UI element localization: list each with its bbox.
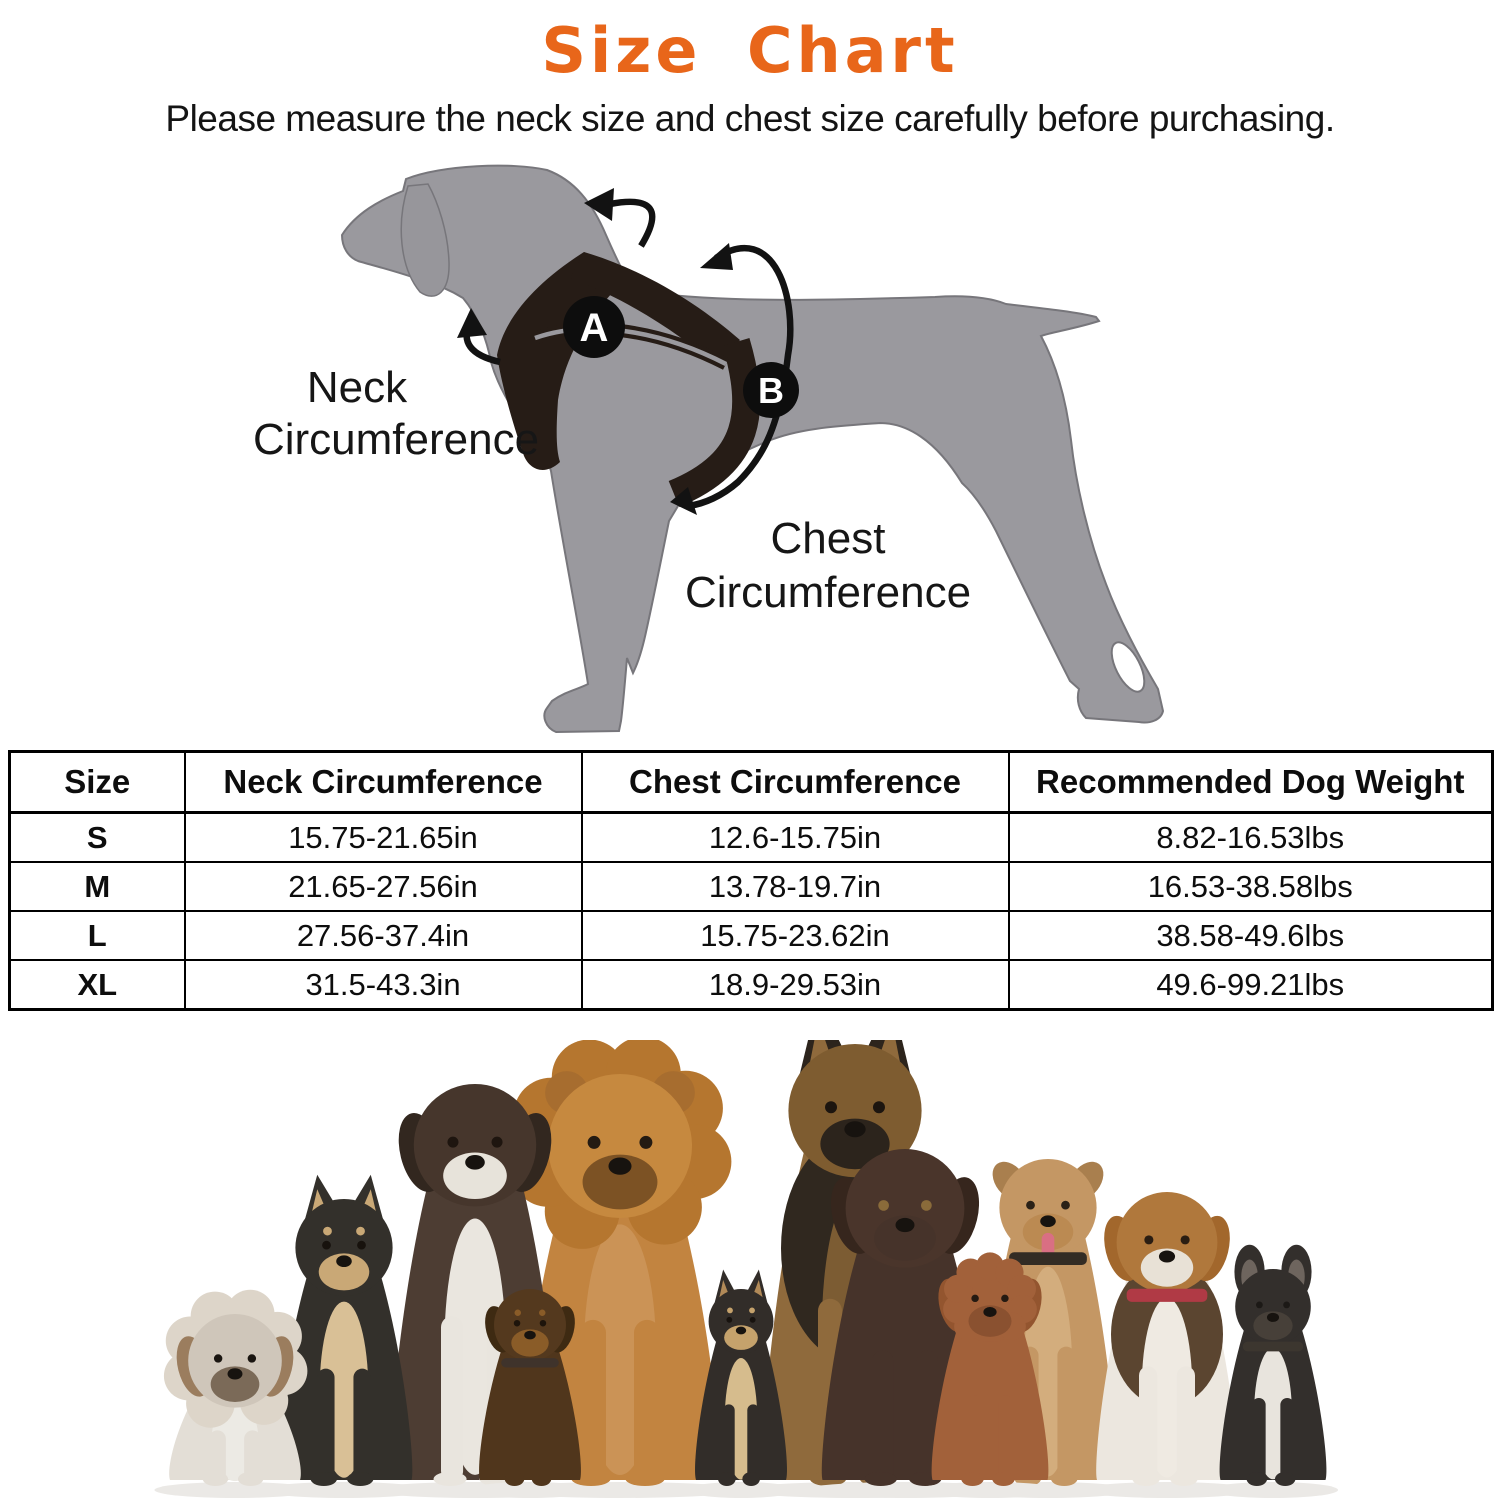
dog-french-bulldog (1207, 1244, 1339, 1498)
neck-cell: 21.65-27.56in (183, 861, 583, 912)
size-cell: S (8, 811, 186, 863)
neck-circumference-label: Neck Circumference (253, 363, 539, 464)
dog-chihuahua (685, 1269, 797, 1498)
page-title: Size Chart (541, 14, 959, 87)
neck-label-line2: Circumference (253, 415, 539, 464)
table-row: L 27.56-37.4in 15.75-23.62in 38.58-49.6l… (8, 910, 1494, 961)
hind-leg-gap (1110, 641, 1146, 693)
dog-poodle (918, 1252, 1062, 1498)
col-header-weight: Recommended Dog Weight (1007, 750, 1494, 814)
neck-top-arrow (609, 198, 656, 248)
marker-a-letter: A (580, 306, 609, 350)
marker-b-badge: B (743, 362, 799, 418)
neck-left-arrowhead (457, 308, 487, 338)
size-cell: XL (8, 959, 186, 1011)
chest-circumference-label: Chest Circumference (685, 514, 971, 617)
chest-loop-arrowhead-bottom (670, 487, 697, 515)
harness-chest-strap (668, 338, 761, 507)
dog-dachshund (468, 1289, 592, 1498)
dog-beagle (1080, 1192, 1254, 1498)
chest-label-line1: Chest (771, 514, 886, 563)
weight-cell: 49.6-99.21lbs (1007, 959, 1494, 1011)
marker-a-badge: A (563, 296, 625, 358)
table-row: M 21.65-27.56in 13.78-19.7in 16.53-38.58… (8, 861, 1494, 912)
chest-cell: 18.9-29.53in (580, 959, 1010, 1011)
page-subtitle: Please measure the neck size and chest s… (165, 98, 1335, 139)
dogs-group-photo (0, 997, 1500, 1500)
weight-cell: 8.82-16.53lbs (1007, 811, 1494, 863)
dogs-photo-svg (154, 997, 1339, 1498)
col-header-chest: Chest Circumference (580, 750, 1010, 814)
size-table: Size Neck Circumference Chest Circumfere… (8, 750, 1494, 1011)
dog-ear (400, 183, 450, 297)
neck-top-arrowhead (584, 188, 614, 221)
neck-cell: 27.56-37.4in (183, 910, 583, 961)
table-header-row: Size Neck Circumference Chest Circumfere… (8, 750, 1494, 814)
neck-cell: 15.75-21.65in (183, 811, 583, 863)
chest-cell: 12.6-15.75in (580, 811, 1010, 863)
chest-loop-arrowhead-top (700, 243, 733, 270)
measurement-diagram: A B Neck Circumference Chest Circumferen… (0, 140, 1500, 752)
size-diagram-svg: A B Neck Circumference Chest Circumferen… (253, 164, 1165, 734)
size-cell: M (8, 861, 186, 912)
dog-shih-tzu (154, 1289, 316, 1498)
harness-saddle (570, 252, 740, 366)
neck-cell: 31.5-43.3in (183, 959, 583, 1011)
neck-label-line1: Neck (307, 363, 408, 412)
chest-label-line2: Circumference (685, 568, 971, 617)
table-row: XL 31.5-43.3in 18.9-29.53in 49.6-99.21lb… (8, 959, 1494, 1011)
weight-cell: 16.53-38.58lbs (1007, 861, 1494, 912)
chest-cell: 13.78-19.7in (580, 861, 1010, 912)
col-header-neck: Neck Circumference (183, 750, 583, 814)
weight-cell: 38.58-49.6lbs (1007, 910, 1494, 961)
chest-cell: 15.75-23.62in (580, 910, 1010, 961)
harness (497, 252, 761, 507)
col-header-size: Size (8, 750, 186, 814)
table-row: S 15.75-21.65in 12.6-15.75in 8.82-16.53l… (8, 811, 1494, 863)
size-cell: L (8, 910, 186, 961)
marker-b-letter: B (758, 370, 784, 411)
